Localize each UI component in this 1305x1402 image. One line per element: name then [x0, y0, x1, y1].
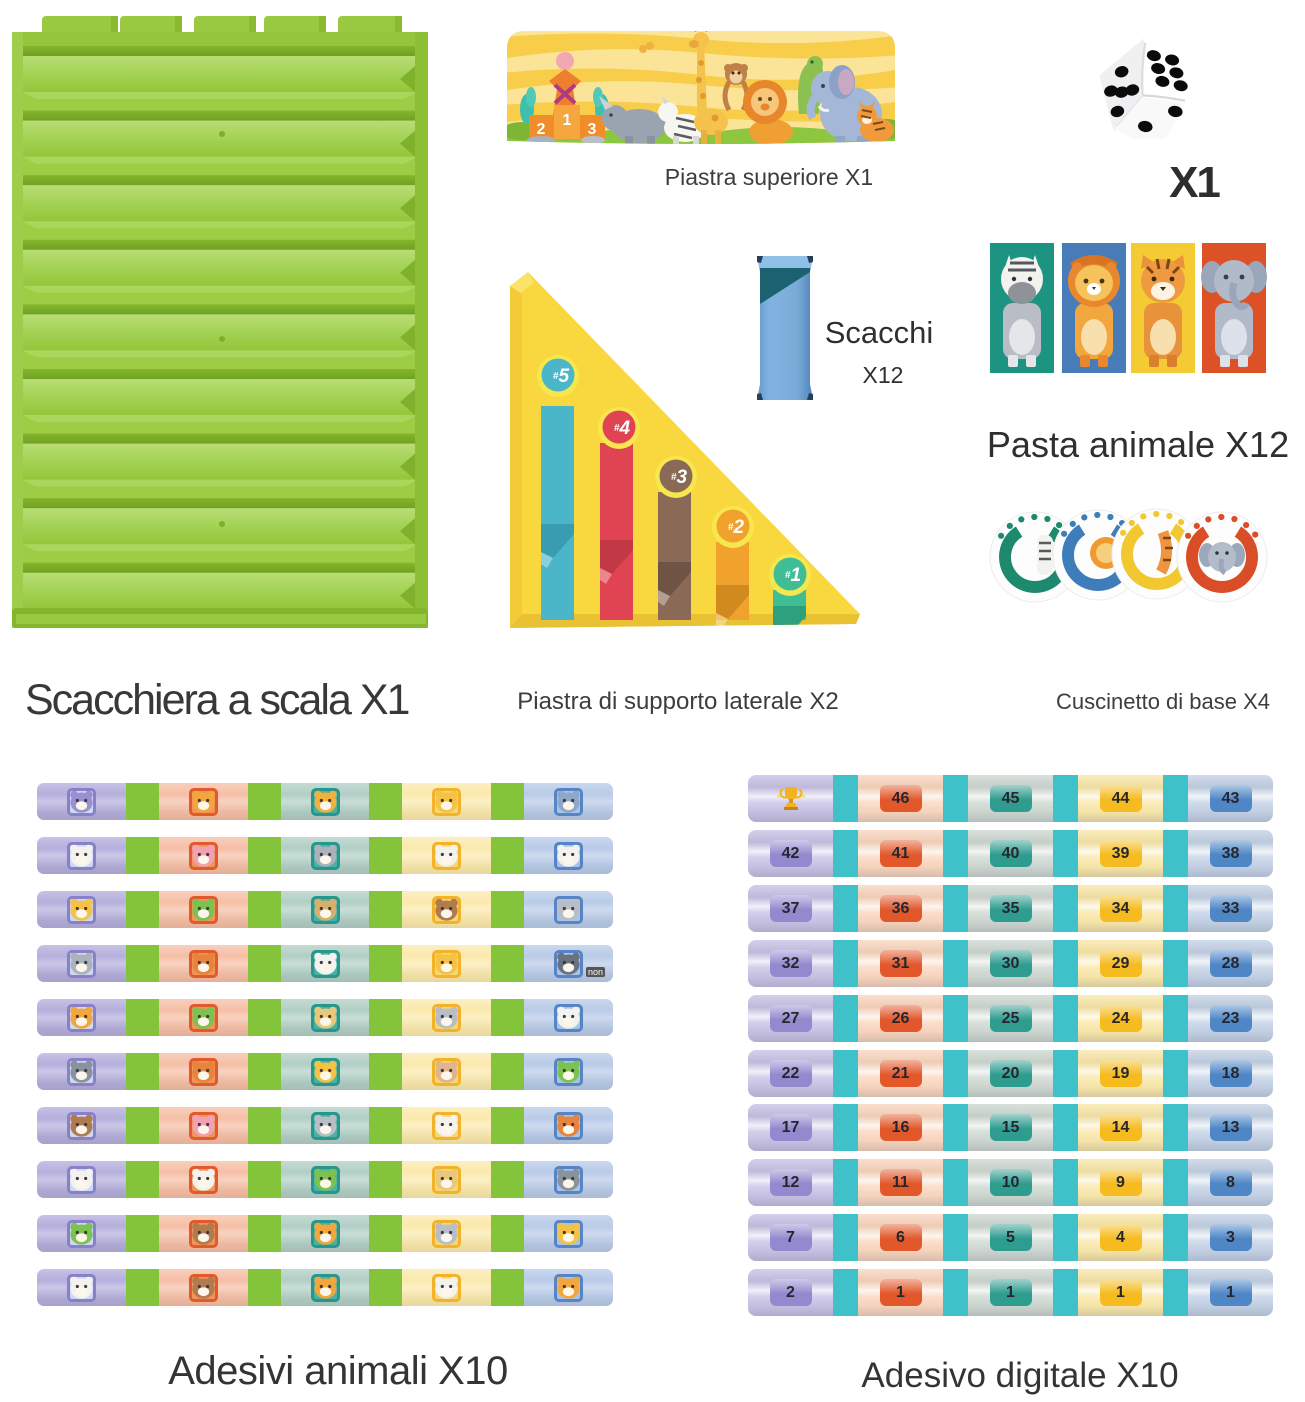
svg-text:2: 2	[537, 121, 546, 138]
svg-text:#4: #4	[614, 418, 631, 439]
svg-text:#5: #5	[553, 366, 570, 387]
svg-text:#2: #2	[728, 517, 745, 538]
svg-text:#1: #1	[785, 565, 801, 586]
svg-text:#3: #3	[671, 467, 688, 488]
svg-text:1: 1	[563, 112, 572, 129]
svg-text:3: 3	[588, 121, 597, 138]
